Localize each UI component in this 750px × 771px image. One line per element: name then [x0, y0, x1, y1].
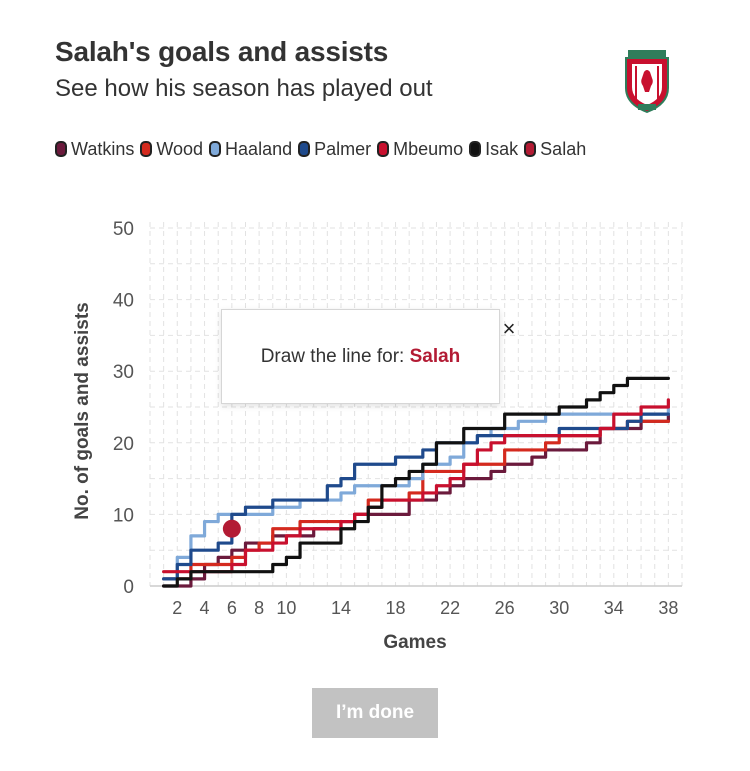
legend-item-wood: Wood	[140, 138, 203, 160]
x-tick-label: 34	[604, 598, 624, 618]
x-tick-label: 8	[254, 598, 264, 618]
legend-label: Haaland	[225, 138, 293, 159]
x-tick-label: 10	[276, 598, 296, 618]
legend-swatch	[209, 141, 222, 157]
liverpool-crest-logo	[625, 50, 669, 114]
legend-label: Watkins	[71, 138, 135, 159]
series-line-isak	[162, 376, 670, 588]
y-tick-label: 0	[123, 577, 134, 598]
legend-item-isak: Isak	[469, 138, 518, 160]
x-tick-label: 30	[549, 598, 569, 618]
series-line-mbeumo	[162, 398, 670, 574]
x-tick-label: 6	[227, 598, 237, 618]
y-tick-label: 30	[113, 362, 134, 383]
x-tick-label: 26	[495, 598, 515, 618]
legend-label: Isak	[485, 138, 519, 159]
x-tick-label: 2	[172, 598, 182, 618]
y-axis-label: No. of goals and assists	[72, 302, 93, 520]
legend-item-palmer: Palmer	[298, 138, 371, 160]
y-tick-label: 20	[113, 434, 134, 455]
draw-prompt-label: Draw the line for:	[260, 346, 405, 367]
y-tick-label: 10	[113, 505, 134, 526]
page-subtitle: See how his season has played out	[55, 75, 433, 102]
series-line-palmer	[162, 412, 670, 581]
x-tick-label: 14	[331, 598, 351, 618]
legend-item-salah: Salah	[524, 138, 586, 160]
legend-swatch	[524, 141, 537, 157]
legend-item-haaland: Haaland	[209, 138, 292, 160]
x-tick-label: 22	[440, 598, 460, 618]
legend-swatch	[55, 141, 67, 157]
legend: Watkins Wood Haaland Palmer Mbeumo Isak Salah	[55, 138, 655, 160]
x-tick-label: 4	[200, 598, 210, 618]
draw-prompt-player: Salah	[409, 346, 461, 367]
draw-prompt-tooltip: Draw the line for: Salah ×	[221, 309, 515, 404]
legend-swatch	[298, 141, 311, 157]
legend-label: Mbeumo	[393, 138, 464, 159]
x-tick-label: 38	[658, 598, 678, 618]
legend-label: Salah	[540, 138, 587, 159]
legend-label: Palmer	[314, 138, 372, 159]
legend-swatch	[140, 141, 153, 157]
draw-prompt-text: Draw the line for: Salah	[222, 346, 499, 368]
x-tick-label: 18	[386, 598, 406, 618]
y-tick-label: 50	[113, 219, 134, 240]
done-button[interactable]: I’m done	[312, 688, 438, 738]
legend-item-watkins: Watkins	[55, 138, 134, 160]
close-icon[interactable]: ×	[502, 316, 516, 341]
legend-item-mbeumo: Mbeumo	[377, 138, 463, 160]
legend-swatch	[469, 141, 482, 157]
legend-label: Wood	[156, 138, 204, 159]
page-title: Salah's goals and assists	[55, 36, 389, 67]
legend-swatch	[377, 141, 390, 157]
y-tick-label: 40	[113, 291, 134, 312]
line-chart[interactable]: 0 10 20 30 40 50 2 4 6 8 10 14 18 22 26 30 34 38 Games No. …	[0, 200, 750, 670]
series-point-salah	[222, 519, 241, 538]
x-axis-label: Games	[383, 632, 446, 653]
